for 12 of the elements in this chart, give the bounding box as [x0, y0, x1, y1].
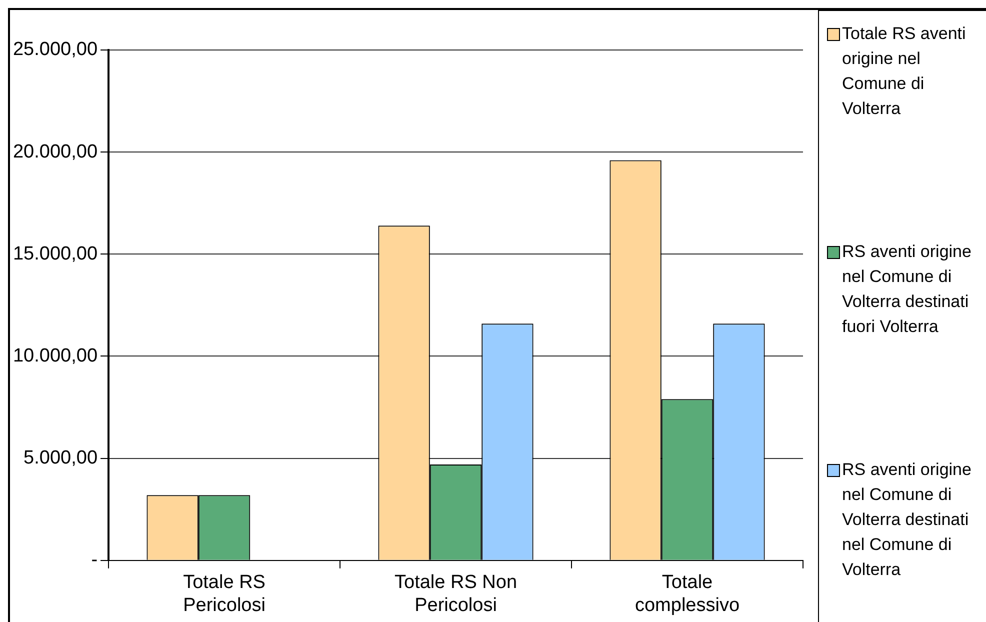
y-tick-label: 25.000,00 — [12, 39, 98, 60]
y-tick-label: 5.000,00 — [24, 448, 98, 469]
x-tick-label: Totale complessivo — [634, 572, 740, 616]
legend-label: RS aventi origine nel Comune di Volterra destinati fuori Volterra — [842, 241, 972, 338]
legend-label: Totale RS aventi origine nel Comune di Volterra — [842, 23, 967, 120]
legend-label: RS aventi origine nel Comune di Volterra destinati nel Comune di Volterra — [842, 459, 972, 581]
x-tick-label: Totale RS Non Pericolosi — [394, 572, 518, 616]
y-tick-label: 15.000,00 — [12, 243, 98, 264]
x-tick-label: Totale RS Pericolosi — [183, 572, 266, 616]
y-tick-label: 20.000,00 — [12, 141, 98, 162]
y-tick-label: - — [91, 550, 98, 571]
y-tick-label: 10.000,00 — [12, 345, 98, 366]
